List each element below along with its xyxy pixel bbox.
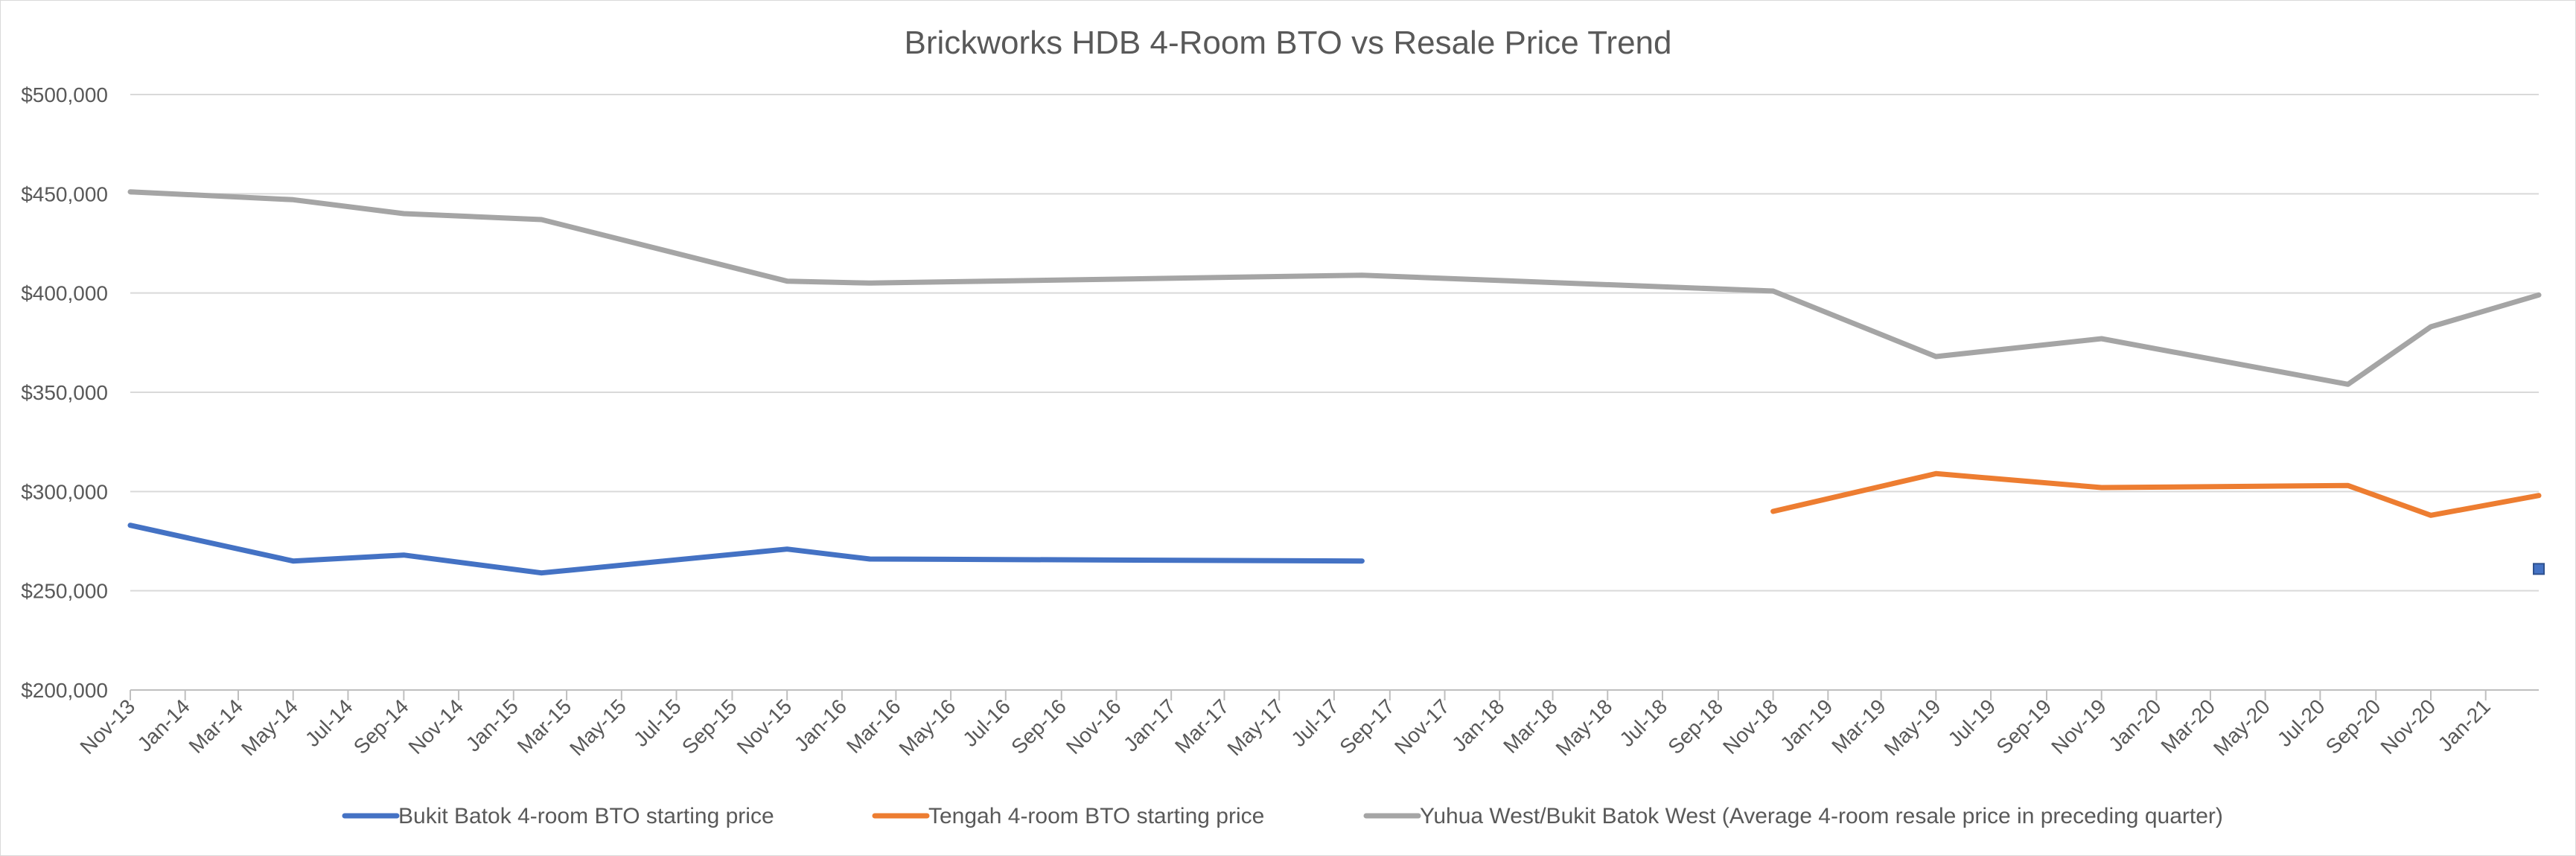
y-tick-label: $250,000	[21, 580, 108, 603]
y-tick-label: $500,000	[21, 83, 108, 106]
chart-title: Brickworks HDB 4-Room BTO vs Resale Pric…	[904, 25, 1671, 61]
y-tick-label: $200,000	[21, 679, 108, 702]
series-lines	[127, 189, 2542, 576]
y-tick-label: $300,000	[21, 480, 108, 503]
legend-label-2: Tengah 4-room BTO starting price	[928, 804, 1264, 828]
series-line-2	[1770, 470, 2542, 518]
series-marker	[2533, 563, 2545, 575]
gridlines	[130, 94, 2539, 592]
y-tick-label: $400,000	[21, 282, 108, 305]
y-tick-label: $350,000	[21, 381, 108, 404]
legend: Bukit Batok 4-room BTO starting price Ten…	[342, 804, 2223, 828]
extra-markers	[2533, 563, 2545, 575]
legend-label-1: Bukit Batok 4-room BTO starting price	[398, 804, 774, 828]
series-line-1	[127, 523, 1365, 576]
y-axis: $500,000 $450,000 $400,000 $350,000 $300,000…	[21, 83, 108, 702]
legend-label-3: Yuhua West/Bukit Batok West (Average 4-r…	[1420, 804, 2223, 828]
y-tick-label: $450,000	[21, 182, 108, 205]
series-line-3	[127, 189, 2542, 387]
